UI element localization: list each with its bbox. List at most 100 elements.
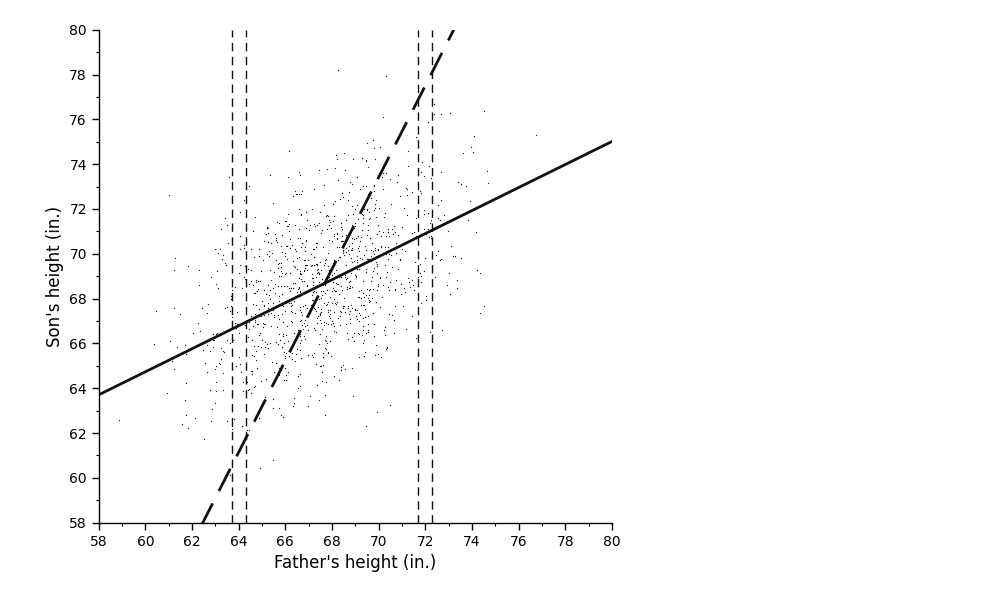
Point [353,293,369,302]
Point [420,232,436,242]
Point [316,200,331,210]
Point [461,197,477,206]
Point [425,109,441,119]
Point [329,175,345,185]
Point [350,243,366,252]
Point [312,309,327,319]
Point [273,281,289,290]
Point [224,312,240,321]
Point [349,201,365,210]
Point [312,361,327,371]
Point [349,232,365,241]
Point [383,250,398,260]
Point [396,247,412,256]
Point [277,364,293,373]
Point [289,253,305,263]
Point [377,242,392,252]
Point [355,276,371,286]
Point [367,204,383,213]
Point [354,331,370,340]
Point [366,186,382,195]
Point [335,304,351,313]
Point [302,220,317,230]
Point [363,194,379,203]
Point [257,319,273,328]
Point [337,270,353,280]
Point [325,268,341,278]
Point [407,230,423,240]
Point [453,254,468,263]
Point [425,99,441,108]
Point [314,274,329,283]
Point [314,279,329,289]
Point [292,286,308,296]
Point [335,192,351,202]
Point [207,398,223,407]
Point [159,388,175,397]
Point [440,268,456,278]
Point [394,301,410,311]
Point [259,249,275,259]
Point [358,265,374,274]
Point [213,225,229,234]
Point [173,309,188,319]
Point [296,266,312,275]
Point [332,281,348,290]
Point [296,276,312,285]
Point [346,204,362,214]
Point [323,224,339,233]
Point [332,365,348,375]
Point [214,254,230,264]
Point [241,384,256,394]
Point [283,317,299,326]
Point [297,334,313,344]
Point [313,361,328,370]
Point [378,168,393,178]
Point [364,238,380,248]
Point [372,302,387,312]
Point [273,410,289,420]
Point [297,322,313,331]
Point [298,235,314,245]
Point [320,267,336,276]
Point [252,376,268,386]
Point [246,351,262,361]
Point [187,413,203,423]
Point [453,179,468,189]
Point [291,225,307,234]
Point [350,264,366,273]
Point [340,210,356,219]
Point [306,245,321,254]
Point [366,143,382,152]
Point [215,251,231,260]
Point [317,261,332,270]
Point [290,284,306,293]
Point [357,312,373,321]
Point [368,257,384,267]
Point [289,287,305,297]
Point [331,272,347,282]
Point [178,410,194,419]
Point [256,342,272,352]
Point [333,223,349,232]
Point [350,292,366,302]
Point [358,328,374,338]
Point [304,290,319,300]
Point [252,343,268,352]
Point [369,261,385,270]
Point [243,276,258,286]
Point [328,230,344,239]
Point [299,265,315,274]
Point [239,425,254,434]
Point [294,238,310,248]
Point [355,210,371,220]
Point [264,358,280,367]
Point [341,242,357,251]
Point [318,377,334,386]
Point [163,336,178,346]
Point [391,191,407,201]
Point [266,280,282,289]
Point [178,346,194,356]
Point [253,336,269,345]
Point [270,296,286,306]
